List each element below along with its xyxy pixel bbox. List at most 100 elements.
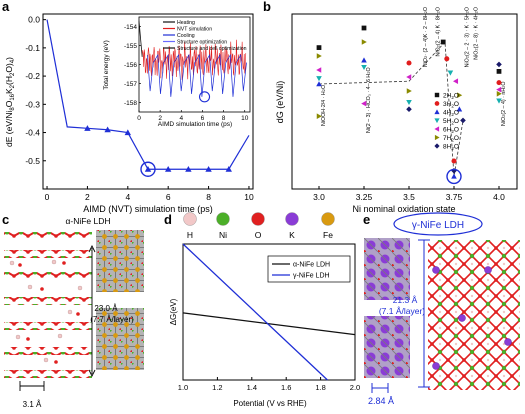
panel-a-xtick-label: 10 [244,192,254,202]
panel-d-element-dot [285,212,299,226]
panel-a-xtick-label: 6 [166,192,171,202]
panel-e-per-layer: (7.1 Å/layer) [379,306,425,316]
panel-letter-a: a [2,0,10,14]
panel-a-inset-xtick-label: 10 [241,115,249,122]
panel-d-xtick-label: 1.8 [315,383,325,392]
panel-c-layer-7 [4,370,92,378]
panel-d-element-label: Ni [219,230,227,240]
panel-b-point [406,74,412,80]
panel-a-marker [84,125,91,131]
panel-a-marker [185,166,192,172]
panel-letter-e: e [363,212,370,227]
panel-a-inset-heating-line [138,20,143,57]
panel-d-axes: 1.0 1.2 1.4 1.6 1.8 2.0 [178,377,360,392]
panel-c-structure: α-NiFe LDH 23.0 Å (7.7 Å/layer) [4,216,144,409]
panel-a-inset-legend-label: Cooling [177,33,195,39]
panel-b-xtick-label: 3.5 [403,192,415,202]
panel-b-annotation: Ni(2 – 3) · HCO₃ · 4– 6 H2O [366,67,372,133]
panel-c-title: α-NiFe LDH [65,216,110,226]
panel-b-legend-marker [434,126,440,132]
panel-a-xtick-label: 8 [206,192,211,202]
panel-b-xtick-label: 4.0 [493,192,505,202]
panel-b-point [451,173,457,179]
panel-a-inset-ylabel: Total energy (eV) [103,40,110,90]
panel-b-legend-marker [434,92,440,98]
panel-a-inset-xtick-label: 8 [222,115,226,122]
panel-a-marker [225,166,232,172]
panel-a-inset-series [138,20,247,103]
panel-a-inset-axes: 0 2 4 6 8 10 -154 -155 -156 -157 -158 [124,24,249,122]
panel-d-element-legend: H Ni O K Fe [183,212,335,240]
panel-c-top-view-2 [96,308,144,370]
panel-b-dashed-path [318,41,464,177]
panel-d-series-line [182,312,356,336]
panel-d-element-label: K [289,230,295,240]
panel-b-legend-label: 7H2O [443,135,459,143]
panel-d-element-label: H [187,230,193,240]
panel-e-spacing: 21.3 Å [393,295,418,305]
panel-d-series-line [182,243,328,381]
panel-a-inset-nvt-line [141,39,247,80]
panel-b-point [496,80,502,86]
panel-b-point [496,69,502,74]
panel-a-marker [164,166,172,172]
panel-b-annotation: NiOOH·2/4 · H2O [321,85,327,126]
panel-e-top-view-1 [364,238,410,300]
panel-a-inset-xtick-label: 0 [137,115,141,122]
panel-d-chart: H Ni O K Fe 1.0 1.2 1.4 1.6 1.8 2.0 Potential (V … [169,212,360,408]
panel-d-xtick-label: 1.2 [212,383,222,392]
panel-b-ylabel: dG (eV/Ni) [275,81,285,124]
panel-a-ytick-label: 0.0 [28,15,40,25]
panel-b-xtick-label: 3.75 [446,192,463,202]
panel-b-point [456,106,463,112]
panel-a-inset-ytick-label: -158 [124,100,137,107]
panel-b-highlight-circle [446,168,462,185]
panel-a-inset-highlight-circle [198,91,211,103]
panel-d-xtick-label: 2.0 [350,383,360,392]
panel-a-inset-xtick-label: 6 [201,115,205,122]
panel-b-legend-label: 6H2O [443,127,459,135]
panel-a-marker [124,129,132,136]
panel-b-point [316,45,322,50]
panel-b-point [447,70,454,76]
panel-b-annotation: NiO2· (2 – 4)K · 2 – 8H2O [423,7,429,67]
panel-e-title-ellipse [393,212,483,236]
panel-b-xlabel: Ni nominal oxidation state [352,204,455,214]
panel-d-element-dot [183,212,197,226]
panel-a-series [46,19,250,177]
panel-a-axes: 0 2 4 6 8 10 0.0 -0.1 -0.2 -0.3 -0.4 -0.5 [25,15,254,202]
panel-a-inset-xtick-label: 4 [179,115,183,122]
panel-b-point [361,57,367,63]
panel-b-legend-marker [434,101,440,106]
panel-b-point [406,106,412,112]
panel-b-point [451,158,457,164]
panel-c-top-view-1 [96,230,144,292]
panel-b-point [453,78,459,84]
panel-b-point [316,76,322,82]
panel-b-point [444,56,450,62]
panel-b-annotation: NiO2(2 – 2 · 3) · K · 5H2O [464,7,470,67]
panel-e-side-view [428,240,520,390]
panel-a-ylabel: dE (eV/Ni8O16K2(H2O)4) [4,57,16,147]
panel-b-point [316,113,322,119]
panel-b-point [406,99,412,105]
panel-letter-b: b [263,0,271,14]
panel-c-layer-1 [4,232,92,240]
panel-letter-c: c [2,212,9,227]
panel-b-legend-label: 2H2O [443,93,459,101]
panel-b-point [361,64,367,70]
panel-b-annotations: NiOOH·2/4 · H2O Ni(2 – 3) · HCO₃ · 4– 6 H… [321,7,507,133]
panel-b-point [316,81,322,87]
panel-c-side-view [4,232,92,378]
panel-a-inset-ytick-label: -154 [124,24,137,31]
panel-d-series [182,243,356,381]
panel-a-inset-ytick-label: -155 [124,43,137,50]
panel-a-xtick-label: 4 [125,192,130,202]
panel-a-ytick-label: -0.4 [25,128,40,138]
panel-c-layer-4 [4,297,92,305]
panel-b-point [361,100,367,107]
panel-b-point [496,98,502,104]
panel-a-marker [205,166,212,172]
panel-d-ylabel: ΔG(eV) [169,298,178,325]
